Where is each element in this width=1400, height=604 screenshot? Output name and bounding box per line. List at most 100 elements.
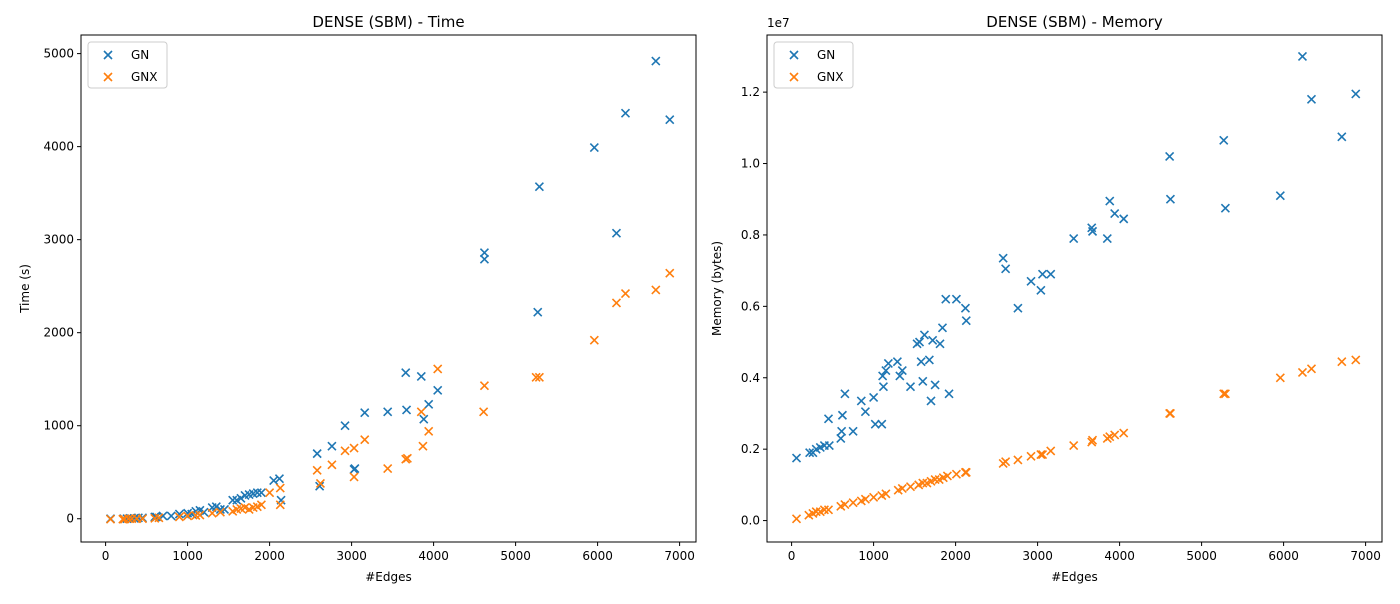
data-point xyxy=(878,382,889,392)
data-point xyxy=(930,380,940,390)
data-point xyxy=(1337,357,1347,367)
data-point xyxy=(349,443,359,453)
y-tick-label: 0.2 xyxy=(741,442,760,456)
data-point xyxy=(961,467,971,477)
data-point xyxy=(123,514,134,524)
data-point xyxy=(479,381,490,391)
x-tick-label: 4000 xyxy=(418,549,449,563)
data-point xyxy=(840,389,850,399)
data-point xyxy=(905,482,916,492)
chart-title: DENSE (SBM) - Time xyxy=(312,13,464,31)
data-point xyxy=(1105,196,1115,206)
data-point xyxy=(998,253,1008,263)
y-tick-label: 1.0 xyxy=(741,157,760,171)
data-point xyxy=(1013,455,1023,465)
y-tick-label: 0.4 xyxy=(741,371,760,385)
data-point xyxy=(1219,389,1229,399)
data-point xyxy=(340,421,350,431)
y-tick-label: 3000 xyxy=(43,233,74,247)
data-point xyxy=(105,514,116,524)
data-point xyxy=(236,493,246,503)
data-point xyxy=(924,355,934,365)
x-tick-label: 1000 xyxy=(172,549,203,563)
data-point xyxy=(418,441,428,451)
data-point xyxy=(424,399,434,409)
data-point xyxy=(960,303,971,313)
data-point xyxy=(791,453,802,463)
y-tick-label: 4000 xyxy=(43,140,74,154)
data-point xyxy=(951,469,961,479)
x-tick-label: 0 xyxy=(102,549,110,563)
x-tick-label: 2000 xyxy=(940,549,971,563)
data-point xyxy=(1102,233,1112,244)
data-point xyxy=(589,335,599,345)
data-point xyxy=(228,495,238,505)
data-point xyxy=(926,396,936,406)
x-tick-label: 4000 xyxy=(1104,549,1135,563)
data-point xyxy=(416,407,426,417)
data-point xyxy=(174,512,184,522)
data-point xyxy=(1275,191,1285,201)
data-point xyxy=(265,488,275,498)
data-point xyxy=(611,298,622,308)
data-point xyxy=(154,513,164,523)
data-point xyxy=(1026,451,1036,461)
data-point xyxy=(620,289,631,299)
data-point xyxy=(1119,214,1129,224)
data-point xyxy=(1306,94,1317,104)
plot-frame xyxy=(80,34,697,543)
data-point xyxy=(1001,264,1011,274)
data-point xyxy=(424,426,434,436)
data-point xyxy=(215,507,225,517)
data-point xyxy=(805,448,815,458)
data-point xyxy=(881,489,891,499)
data-point xyxy=(860,494,870,504)
data-point xyxy=(327,460,337,470)
data-point xyxy=(360,408,370,418)
data-point xyxy=(848,426,858,436)
data-point xyxy=(930,474,940,485)
data-point xyxy=(928,335,938,345)
data-point xyxy=(944,389,954,399)
data-point xyxy=(183,511,193,521)
data-point xyxy=(961,316,971,326)
data-point xyxy=(1037,269,1048,279)
legend: GN GNX xyxy=(87,41,168,89)
data-point xyxy=(195,510,205,520)
data-point xyxy=(840,499,850,510)
y-tick-label: 0.6 xyxy=(741,299,760,313)
data-point xyxy=(897,483,907,494)
legend-label-gn: GN xyxy=(131,48,149,62)
data-point xyxy=(534,372,544,382)
x-tick-label: 6000 xyxy=(582,549,613,563)
data-point xyxy=(433,385,443,395)
y-axis-label: Time (s) xyxy=(18,264,32,314)
data-point xyxy=(1275,373,1285,383)
data-point xyxy=(1105,432,1115,442)
series-gn xyxy=(105,56,675,524)
legend-marker-gn xyxy=(789,50,799,60)
data-point xyxy=(883,358,893,369)
data-point xyxy=(174,509,184,519)
data-point xyxy=(791,514,802,524)
series-gnx xyxy=(791,355,1361,524)
data-point xyxy=(1013,303,1023,313)
plot-frame xyxy=(766,34,1383,543)
data-point xyxy=(1219,135,1229,145)
data-point xyxy=(534,182,544,192)
series-gnx xyxy=(105,268,675,524)
data-point xyxy=(312,465,322,475)
data-point xyxy=(166,511,176,521)
legend-marker-gn xyxy=(103,50,113,60)
data-point xyxy=(533,307,543,317)
data-point xyxy=(1110,430,1120,440)
data-point xyxy=(1046,446,1056,456)
legend: GN GNX xyxy=(773,41,854,89)
data-point xyxy=(665,268,675,278)
data-point xyxy=(823,505,834,515)
data-point xyxy=(350,463,360,474)
data-point xyxy=(1110,208,1120,219)
data-point xyxy=(869,492,879,502)
data-point xyxy=(918,376,928,386)
data-point xyxy=(937,323,948,333)
